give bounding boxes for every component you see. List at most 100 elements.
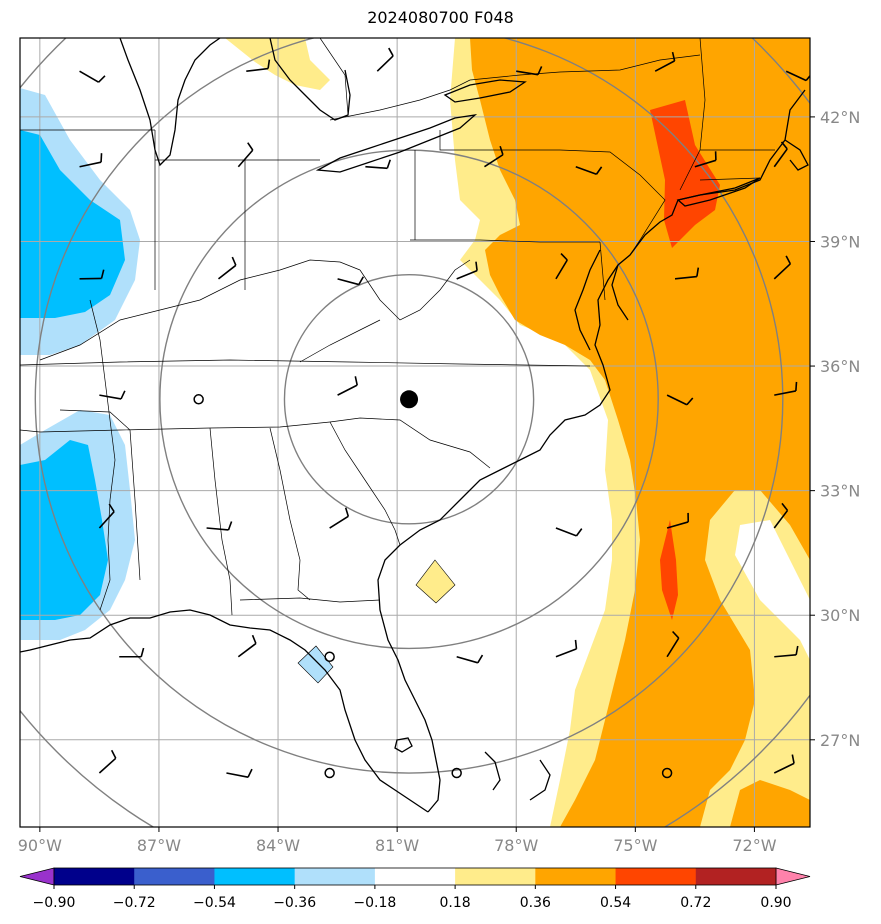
long-island: [676, 177, 761, 207]
wind-barb: [376, 47, 394, 72]
latitude-axis: 42°N 39°N 36°N 33°N 30°N 27°N: [810, 108, 860, 750]
colorbar-label: 0.36: [520, 895, 551, 911]
wind-barb: [666, 512, 690, 529]
wind-barb: [217, 256, 237, 280]
field-orange-south: [730, 780, 810, 827]
bahamas-2: [529, 759, 551, 801]
wind-barb: [555, 639, 578, 658]
range-ring: [34, 38, 784, 774]
wind-barb: [119, 647, 145, 658]
ohio-river: [39, 259, 361, 361]
wind-barb: [206, 521, 233, 531]
range-rings: [20, 38, 810, 827]
lat-tick-label: 27°N: [820, 731, 860, 750]
calm-marker: [324, 651, 335, 662]
colorbar-label: −0.72: [113, 895, 156, 911]
wind-barb: [329, 507, 350, 529]
mississippi-river: [89, 299, 116, 611]
calm-markers: [193, 394, 673, 779]
cape-cod: [784, 139, 809, 171]
border-ky-va: [299, 319, 381, 363]
colorbar-segment: [374, 868, 456, 885]
wind-barb: [666, 394, 694, 406]
coastlines: [20, 38, 809, 813]
colorbar-segment: [535, 868, 617, 885]
border-ny-ne: [679, 38, 706, 191]
field-yellow-diamond: [415, 559, 456, 604]
border-ga-sc: [329, 421, 401, 546]
lat-tick-label: 36°N: [820, 357, 860, 376]
calm-marker: [193, 394, 204, 405]
border-nj: [629, 174, 666, 256]
colorbar-label: −0.18: [353, 895, 396, 911]
wind-barb: [575, 165, 603, 176]
lat-tick-label: 42°N: [820, 108, 860, 127]
lon-tick-label: 81°W: [375, 836, 419, 855]
lat-tick-label: 30°N: [820, 606, 860, 625]
wind-barb: [337, 376, 358, 396]
wind-barb: [226, 768, 253, 778]
wind-barb: [79, 153, 103, 168]
colorbar: −0.90 −0.72 −0.54 −0.36 −0.18 0.18 0.36 0.54 0.7…: [19, 867, 811, 911]
colorbar-label: 0.54: [600, 895, 631, 911]
state-borders: [20, 38, 775, 616]
delaware-bay: [611, 264, 629, 321]
colorbar-segment: [294, 868, 376, 885]
border-ms-al: [209, 427, 233, 616]
lake-ontario: [443, 79, 527, 103]
colorbar-segment: [134, 868, 215, 885]
wind-barb: [785, 70, 810, 82]
center-point-marker: [400, 390, 419, 409]
border-pa-south: [410, 239, 600, 243]
wind-barb: [773, 141, 788, 168]
wind-barb: [237, 634, 257, 658]
wind-barb: [774, 381, 798, 396]
wind-barb: [516, 66, 543, 76]
border-nc-sc: [329, 417, 491, 469]
calm-marker: [324, 767, 335, 779]
range-ring: [159, 149, 659, 650]
border-ct: [699, 177, 761, 181]
colorbar-segment: [695, 868, 777, 885]
wind-barb: [694, 151, 717, 168]
colorbar-outline: [53, 867, 777, 886]
lon-tick-label: 90°W: [18, 836, 62, 855]
wind-barb: [555, 527, 583, 537]
field-blue-gulf: [20, 440, 108, 620]
wind-barb: [456, 654, 484, 664]
border-pa-north: [439, 130, 641, 176]
atlantic-coastline: [377, 89, 806, 813]
field-lightblue-diamond: [297, 645, 334, 684]
lon-tick-label: 72°W: [732, 836, 776, 855]
colorbar-label: −0.36: [273, 895, 316, 911]
colorbar-label: 0.18: [440, 895, 471, 911]
colorbar-segment: [54, 868, 135, 885]
lake-huron: [269, 38, 351, 121]
border-md-de: [599, 241, 606, 301]
colorbar-extend-low: [19, 867, 55, 886]
calm-marker: [661, 767, 673, 779]
colorbar-segment: [455, 868, 536, 885]
border-36-5: [20, 359, 591, 367]
wind-barb: [98, 749, 117, 774]
colorbar-extend-high: [775, 867, 811, 886]
border-west-2: [59, 409, 141, 581]
border-canada: [329, 54, 701, 121]
border-fl: [239, 597, 381, 603]
lake-okeechobee: [394, 737, 413, 753]
wind-barb: [456, 261, 478, 280]
border-west-1: [20, 429, 41, 433]
border-al-ga: [269, 427, 311, 601]
longitude-axis: 90°W 87°W 84°W 81°W 78°W 75°W 72°W: [18, 827, 777, 855]
lon-tick-label: 75°W: [613, 836, 657, 855]
wind-barb: [654, 51, 676, 72]
field-red-ny: [650, 100, 720, 248]
lon-tick-label: 87°W: [137, 836, 181, 855]
wind-barb: [246, 59, 271, 73]
wind-barb: [79, 70, 106, 83]
lake-erie: [315, 114, 478, 173]
bahamas: [484, 751, 501, 791]
range-ring: [283, 274, 535, 525]
wind-barb: [773, 255, 792, 280]
